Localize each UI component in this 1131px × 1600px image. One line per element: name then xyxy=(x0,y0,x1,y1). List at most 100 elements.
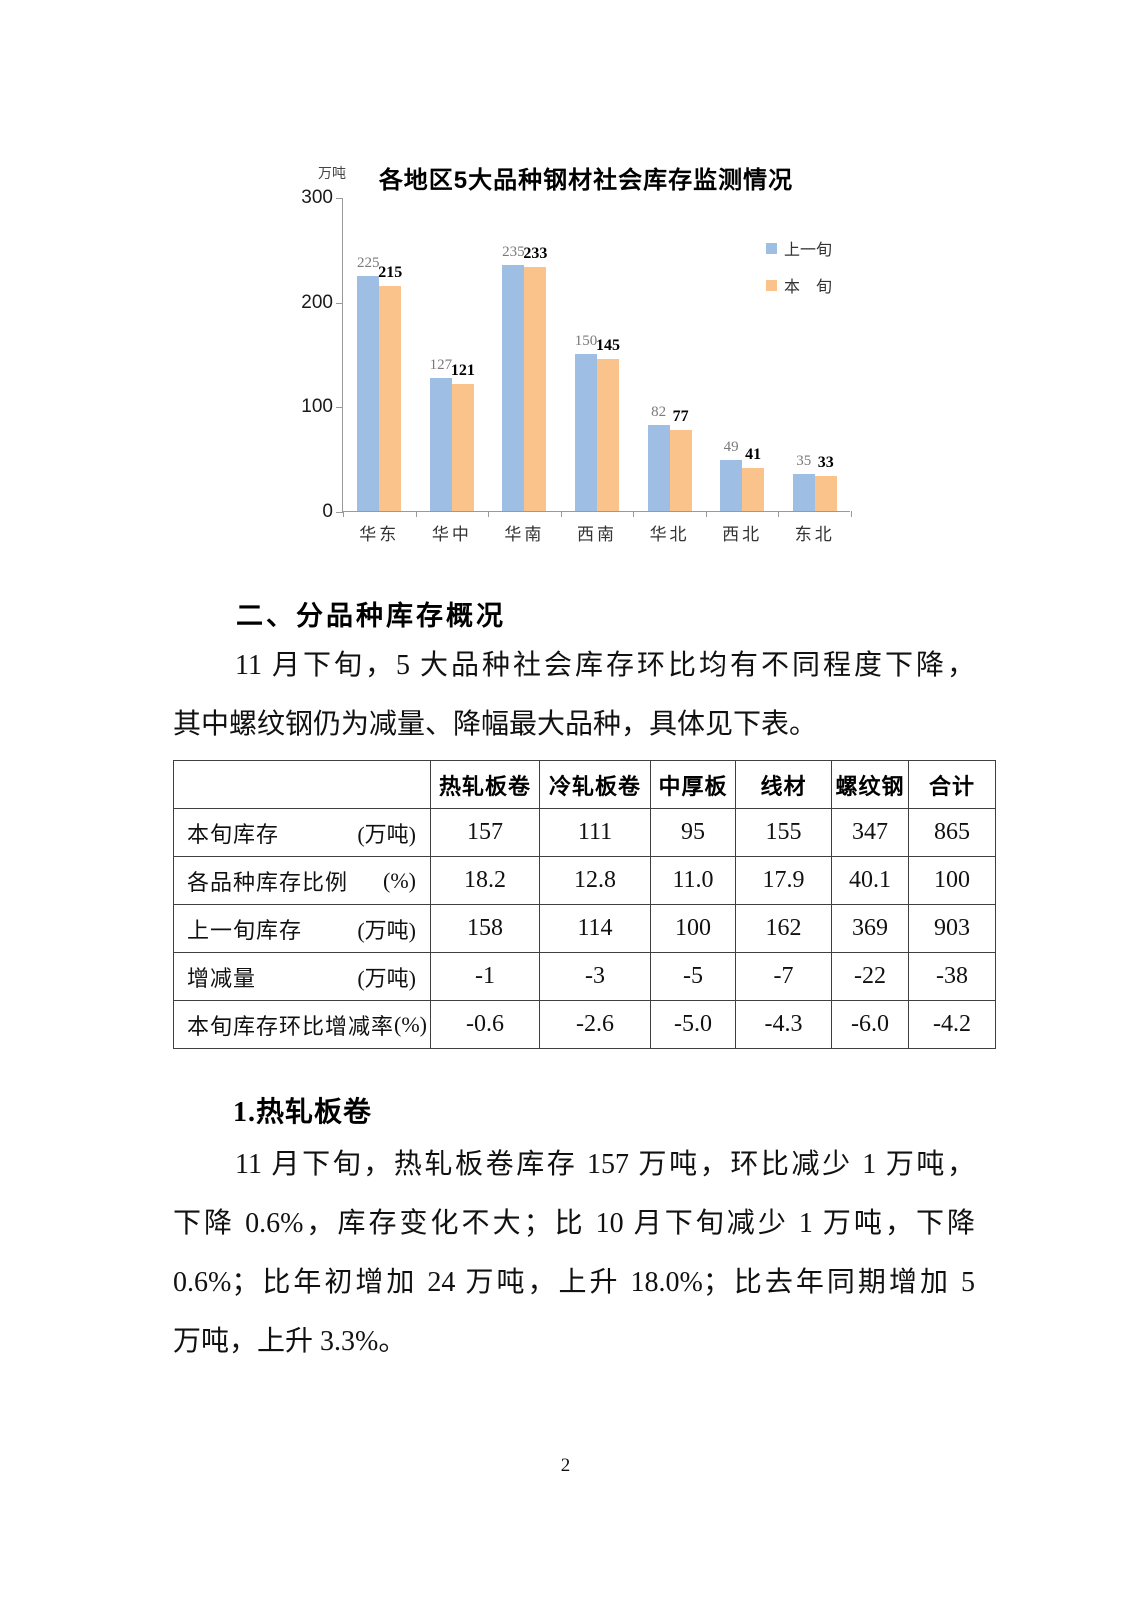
x-axis-tick-mark xyxy=(560,511,562,517)
x-axis-tick-mark xyxy=(633,511,635,517)
y-axis-tick-mark xyxy=(336,407,343,409)
row-label-unit: (万吨) xyxy=(357,821,416,847)
table-value-cell: -5.0 xyxy=(650,1000,736,1049)
table-value-cell: 114 xyxy=(539,904,651,953)
row-label-wrap: 上一旬库存 (万吨) xyxy=(174,913,430,945)
x-axis-category-label: 西北 xyxy=(722,525,763,544)
x-axis-category-label: 东北 xyxy=(794,525,835,544)
table-column-header: 线材 xyxy=(735,760,832,809)
bar-previous-period xyxy=(575,354,597,511)
row-label-text: 本旬库存 xyxy=(187,821,280,847)
bar-previous-period xyxy=(647,425,670,511)
table-value-cell: 40.1 xyxy=(831,856,909,905)
row-label-wrap: 增减量 (万吨) xyxy=(174,961,430,993)
section-heading: 二、分品种库存概况 xyxy=(236,601,506,631)
table-value-cell: -5 xyxy=(650,952,736,1001)
table-value-cell: -0.6 xyxy=(430,1000,540,1049)
paragraph-variety-overview: 11 月下旬，5 大品种社会库存环比均有不同程度下降， 其中螺纹钢仍为减量、降幅最… xyxy=(173,648,975,766)
table-header-empty xyxy=(173,760,431,809)
row-label-wrap: 各品种库存比例 (%) xyxy=(174,865,430,897)
legend-label: 上一旬 xyxy=(784,242,833,259)
table-value-cell: 865 xyxy=(908,808,996,857)
table-row-label-cell: 增减量 (万吨) xyxy=(173,952,431,1001)
table-value-cell: 100 xyxy=(908,856,996,905)
paragraph-hot-rolled-coil: 11 月下旬，热轧板卷库存 157 万吨，环比减少 1 万吨， 下降 0.6%，库… xyxy=(173,1147,975,1383)
bar-value-label: 127 xyxy=(429,357,453,374)
row-label-text: 本旬库存环比增减率 xyxy=(187,1013,395,1039)
table-value-cell: 158 xyxy=(430,904,540,953)
bar-current-period xyxy=(742,468,765,511)
row-label-unit: (万吨) xyxy=(357,965,416,991)
table-column-header: 热轧板卷 xyxy=(430,760,540,809)
bar-value-label: 145 xyxy=(596,337,620,355)
chart-legend: 上一旬本 旬 xyxy=(766,236,832,310)
legend-item: 本 旬 xyxy=(766,273,832,297)
x-axis-tick-mark xyxy=(778,511,780,517)
x-axis-category-label: 华南 xyxy=(504,525,545,544)
bar-current-period xyxy=(379,285,402,511)
table-value-cell: 18.2 xyxy=(430,856,540,905)
paragraph-line: 11 月下旬，热轧板卷库存 157 万吨，环比减少 1 万吨， xyxy=(235,1149,975,1180)
row-label-text: 上一旬库存 xyxy=(187,917,303,943)
legend-label: 本 旬 xyxy=(784,279,833,296)
bar-current-period xyxy=(814,476,837,511)
table-value-cell: -3 xyxy=(539,952,651,1001)
table-value-cell: 11.0 xyxy=(650,856,736,905)
bar-value-label: 233 xyxy=(523,245,548,263)
bar-current-period xyxy=(597,359,619,511)
bar-previous-period xyxy=(502,265,525,511)
table-column-header: 合计 xyxy=(908,760,996,809)
y-axis-unit-label: 万吨 xyxy=(318,167,346,182)
table-value-cell: 162 xyxy=(735,904,832,953)
y-axis-tick-label: 0 xyxy=(322,501,333,522)
x-axis-category-label: 西南 xyxy=(576,525,617,544)
table-row: 各品种库存比例 (%) 18.2 12.8 11.0 17.9 40.1 100 xyxy=(173,856,996,905)
table-value-cell: 369 xyxy=(831,904,909,953)
x-axis-tick-mark xyxy=(415,511,417,517)
table-header-row: 热轧板卷 冷轧板卷 中厚板 线材 螺纹钢 合计 xyxy=(173,760,996,809)
bar-value-label: 49 xyxy=(723,438,739,455)
table-value-cell: -22 xyxy=(831,952,909,1001)
table-row-label-cell: 各品种库存比例 (%) xyxy=(173,856,431,905)
row-label-unit: (%) xyxy=(394,1011,427,1037)
paragraph-line: 其中螺纹钢仍为减量、降幅最大品种，具体见下表。 xyxy=(173,709,818,740)
page-number: 2 xyxy=(560,1455,571,1476)
bar-current-period xyxy=(451,384,474,511)
row-label-text: 增减量 xyxy=(187,965,257,991)
x-axis-category-label: 华东 xyxy=(359,525,400,544)
paragraph-line: 下降 0.6%，库存变化不大；比 10 月下旬减少 1 万吨，下降 xyxy=(173,1208,975,1239)
table-column-header: 螺纹钢 xyxy=(831,760,909,809)
x-axis-tick-mark xyxy=(705,511,707,517)
table-value-cell: -2.6 xyxy=(539,1000,651,1049)
legend-item: 上一旬 xyxy=(766,236,832,260)
table-value-cell: -1 xyxy=(430,952,540,1001)
row-label-wrap: 本旬库存环比增减率 (%) xyxy=(174,1009,430,1041)
bar-value-label: 33 xyxy=(817,454,834,472)
y-axis-tick-label: 300 xyxy=(301,187,333,208)
table-value-cell: -7 xyxy=(735,952,832,1001)
table-value-cell: -38 xyxy=(908,952,996,1001)
bar-previous-period xyxy=(720,459,743,511)
table-value-cell: 95 xyxy=(650,808,736,857)
bar-value-label: 215 xyxy=(378,263,403,281)
bar-value-label: 150 xyxy=(574,333,598,349)
row-label-text: 各品种库存比例 xyxy=(187,869,349,895)
table-value-cell: -6.0 xyxy=(831,1000,909,1049)
bar-value-label: 77 xyxy=(672,408,689,426)
bar-value-label: 121 xyxy=(450,362,475,380)
bar-current-period xyxy=(669,430,692,511)
y-axis-tick-mark xyxy=(336,302,343,304)
table-row: 增减量 (万吨) -1 -3 -5 -7 -22 -38 xyxy=(173,952,996,1001)
table-value-cell: -4.3 xyxy=(735,1000,832,1049)
x-axis-tick-mark xyxy=(488,511,490,517)
table-value-cell: 347 xyxy=(831,808,909,857)
table-value-cell: -4.2 xyxy=(908,1000,996,1049)
table-value-cell: 155 xyxy=(735,808,832,857)
table-value-cell: 100 xyxy=(650,904,736,953)
table-row: 本旬库存环比增减率 (%) -0.6 -2.6 -5.0 -4.3 -6.0 -4.2 xyxy=(173,1000,996,1049)
bar-current-period xyxy=(524,267,547,511)
x-axis-tick-mark xyxy=(343,511,344,517)
bar-previous-period xyxy=(357,275,380,511)
row-label-unit: (万吨) xyxy=(357,917,416,943)
table-column-header: 中厚板 xyxy=(650,760,736,809)
